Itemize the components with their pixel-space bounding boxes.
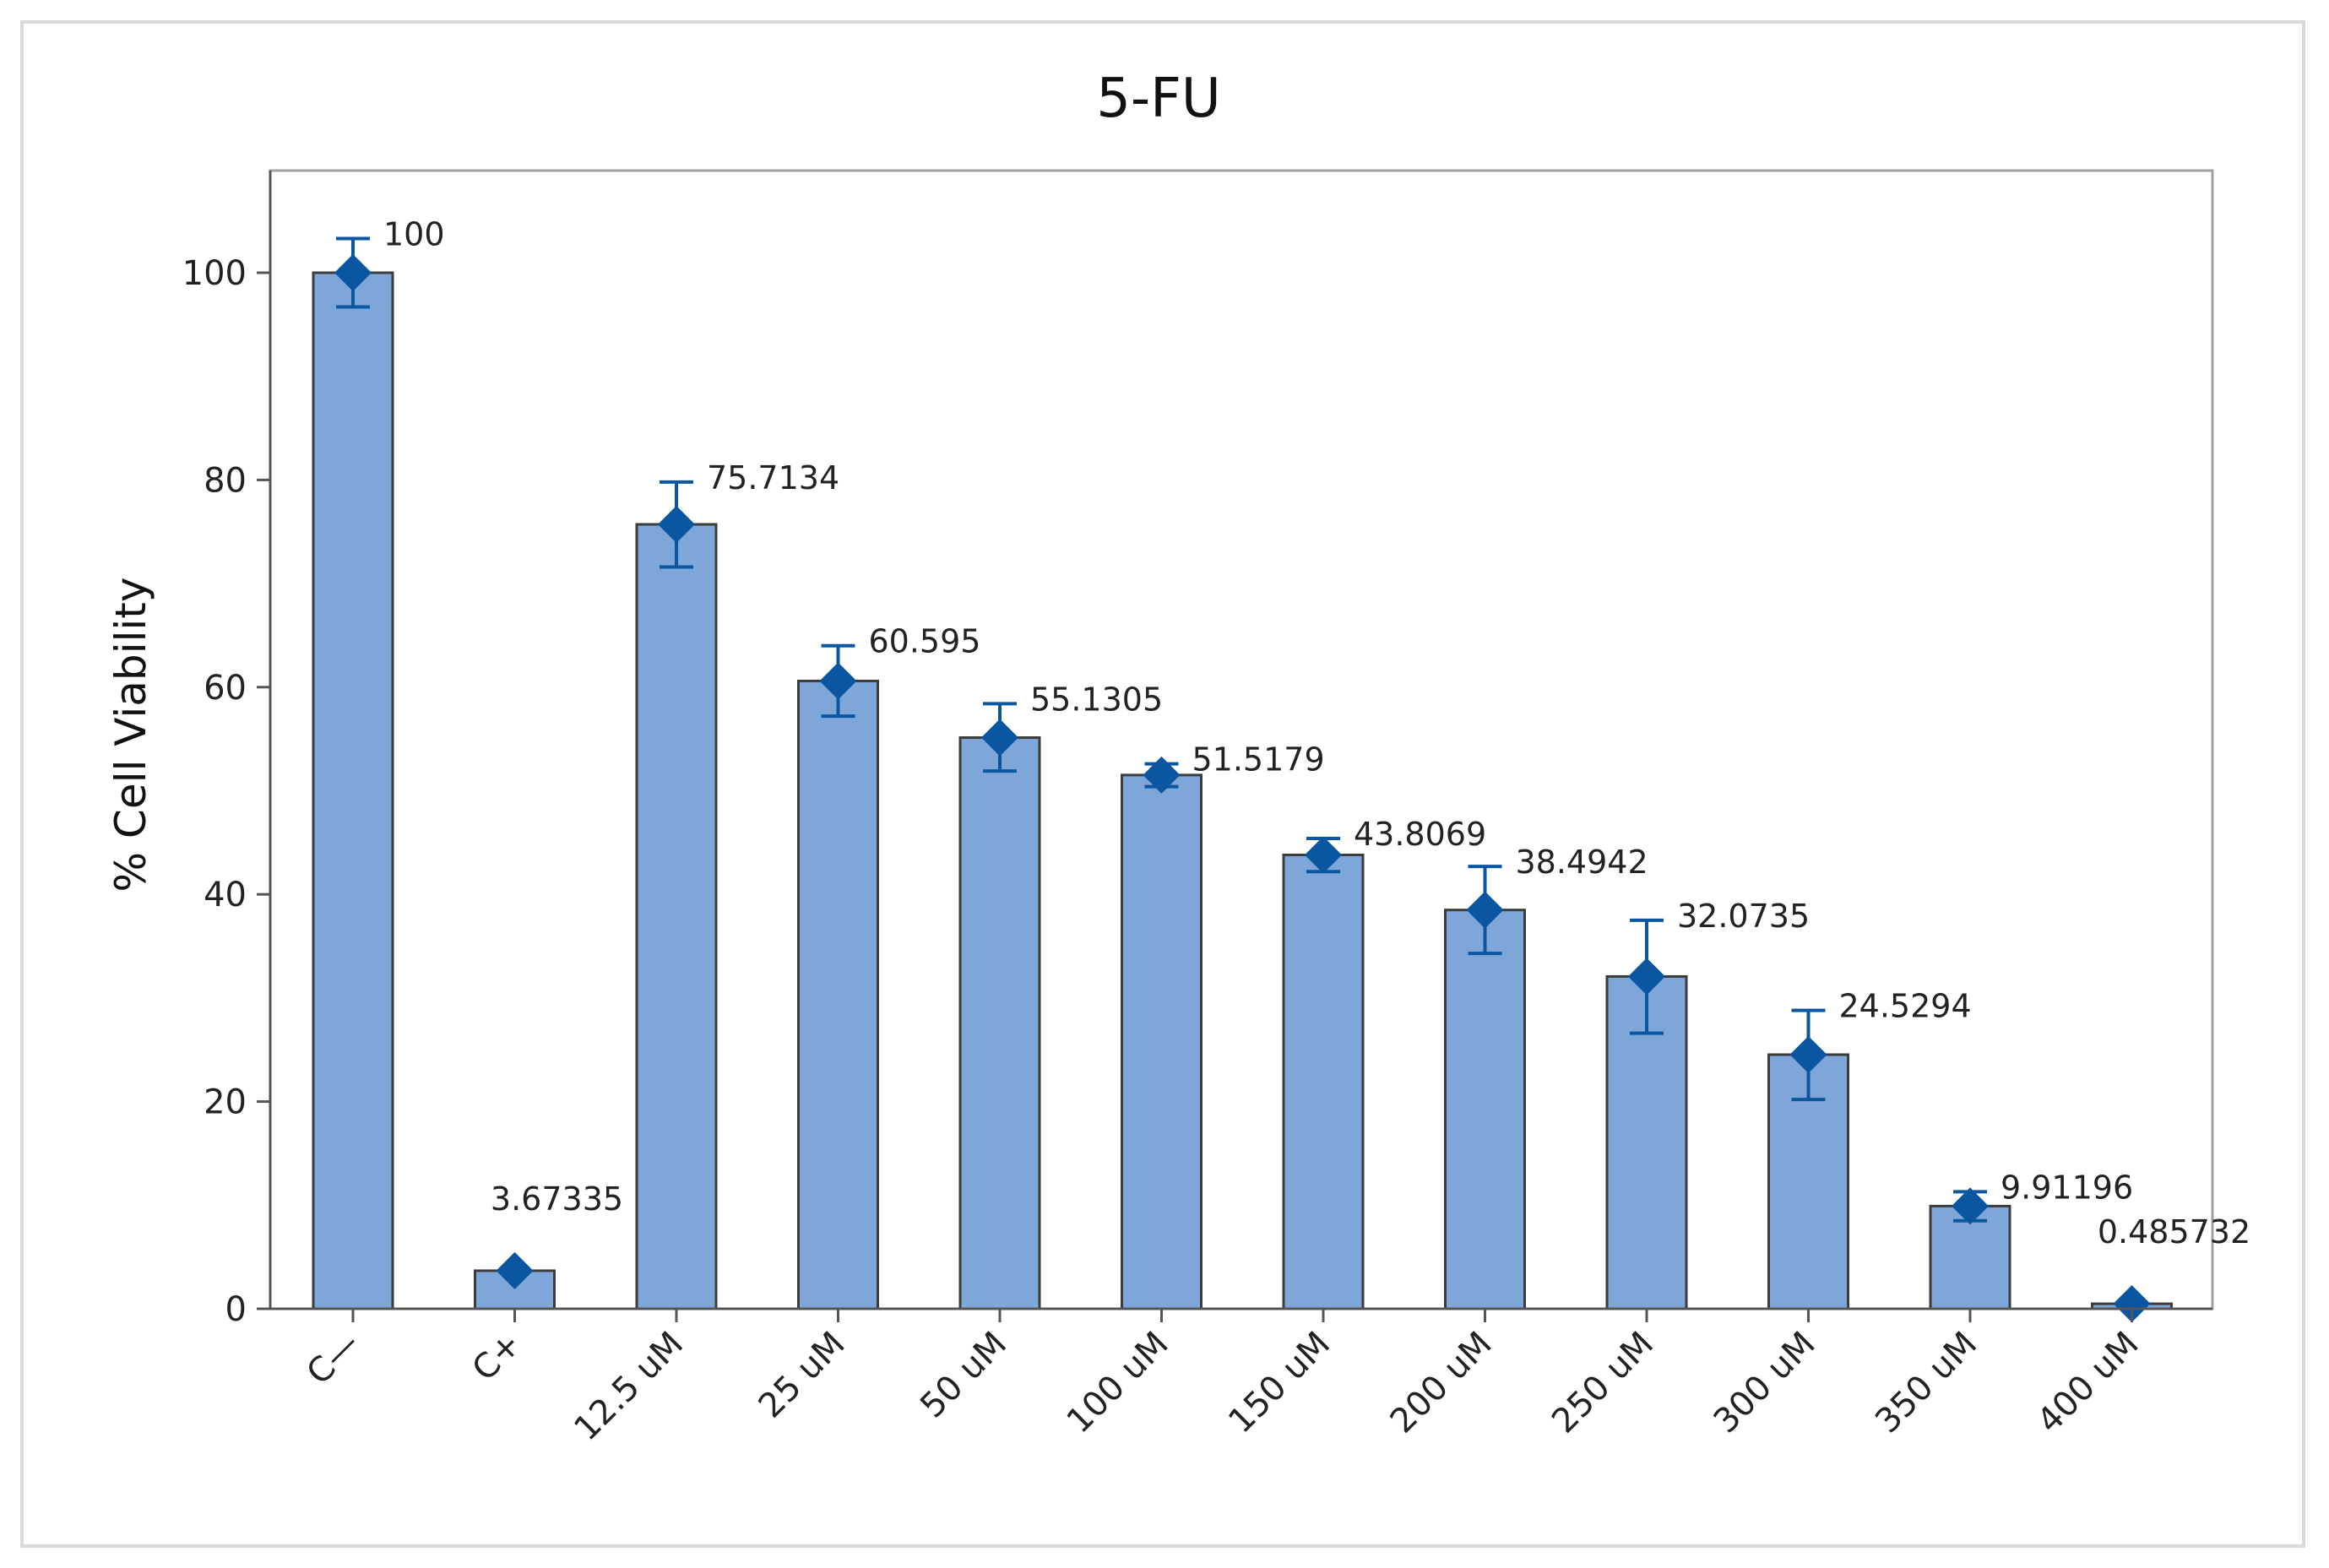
x-axis: C— C+ 12.5 uM 25 uM 50 uM 100 uM 150 uM 200 uM 2… — [270, 1307, 2212, 1449]
x-tick-label: 400 uM — [2030, 1325, 2147, 1441]
y-tick-label: 100 — [182, 254, 247, 293]
data-label: 38.4942 — [1516, 844, 1648, 881]
bar — [797, 679, 879, 1310]
mean-marker — [1305, 836, 1342, 874]
data-label: 100 — [383, 216, 445, 253]
data-labels: 100 3.67335 75.7134 60.595 55.1305 51.5179 43.… — [383, 216, 2250, 1251]
data-label: 51.5179 — [1192, 741, 1325, 779]
x-tick-label: 300 uM — [1707, 1325, 1823, 1441]
mean-marker — [1952, 1187, 1989, 1225]
mean-marker — [819, 662, 857, 700]
mean-marker — [2113, 1285, 2151, 1323]
x-tick-label: C— — [300, 1325, 368, 1393]
x-tick-label: 50 uM — [913, 1325, 1014, 1426]
bar — [1444, 909, 1526, 1310]
data-label: 43.8069 — [1354, 816, 1486, 853]
bar — [1929, 1204, 2011, 1310]
bar — [1282, 853, 1365, 1310]
mean-marker — [334, 254, 372, 291]
x-tick-label: C+ — [465, 1325, 529, 1389]
y-tick-label: 80 — [204, 461, 247, 500]
data-label: 0.485732 — [2098, 1213, 2250, 1251]
data-label: 32.0735 — [1677, 898, 1810, 935]
bar — [958, 736, 1041, 1310]
mean-marker — [1466, 891, 1504, 929]
mean-marker — [1789, 1036, 1827, 1074]
mean-marker — [658, 505, 695, 543]
y-tick-label: 20 — [204, 1083, 247, 1122]
x-tick-label: 250 uM — [1545, 1325, 1661, 1441]
mean-marker — [981, 719, 1018, 757]
data-label: 60.595 — [869, 623, 981, 660]
x-tick-label: 350 uM — [1868, 1325, 1984, 1441]
mean-markers — [334, 254, 2151, 1323]
mean-marker — [1628, 958, 1665, 996]
bar — [1121, 773, 1203, 1310]
y-axis: 0 20 40 60 80 100 — [182, 171, 272, 1329]
data-label: 24.5294 — [1839, 988, 1972, 1025]
y-tick-label: 40 — [204, 876, 247, 914]
data-label: 9.91196 — [2001, 1169, 2133, 1206]
y-axis-title: % Cell Viability — [106, 578, 155, 893]
y-tick-label: 0 — [225, 1290, 247, 1329]
mean-marker — [496, 1251, 534, 1289]
x-tick-label: 100 uM — [1060, 1325, 1176, 1441]
bars — [312, 271, 2173, 1310]
mean-marker — [1143, 756, 1181, 794]
data-label: 75.7134 — [707, 459, 839, 496]
data-label: 3.67335 — [491, 1180, 623, 1218]
plot-area-border — [269, 169, 2214, 1310]
x-tick-label: 12.5 uM — [567, 1325, 691, 1449]
bar — [635, 523, 718, 1310]
x-tick-label: 150 uM — [1221, 1325, 1338, 1441]
figure-frame — [20, 20, 2305, 1548]
bar — [312, 271, 394, 1310]
chart-title: 5-FU — [1096, 68, 1220, 130]
x-tick-label: 200 uM — [1383, 1325, 1500, 1441]
data-label: 55.1305 — [1030, 681, 1163, 718]
y-tick-label: 60 — [204, 669, 247, 708]
x-tick-label: 25 uM — [752, 1325, 853, 1426]
